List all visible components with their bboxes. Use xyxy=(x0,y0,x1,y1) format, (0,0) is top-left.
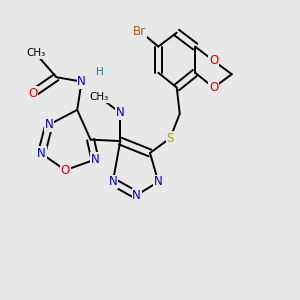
Text: CH₃: CH₃ xyxy=(26,48,45,59)
Text: N: N xyxy=(37,147,46,160)
Text: N: N xyxy=(45,118,53,131)
Text: O: O xyxy=(28,87,37,100)
Text: N: N xyxy=(91,153,99,166)
Text: H: H xyxy=(96,67,103,77)
Text: O: O xyxy=(209,54,218,67)
Text: O: O xyxy=(209,81,218,94)
Text: Br: Br xyxy=(133,25,146,38)
Text: N: N xyxy=(154,175,163,188)
Text: S: S xyxy=(167,132,174,145)
Text: O: O xyxy=(61,164,70,177)
Text: N: N xyxy=(109,175,117,188)
Text: N: N xyxy=(116,106,125,119)
Text: CH₃: CH₃ xyxy=(90,92,109,102)
Text: N: N xyxy=(132,189,141,202)
Text: N: N xyxy=(77,75,86,88)
